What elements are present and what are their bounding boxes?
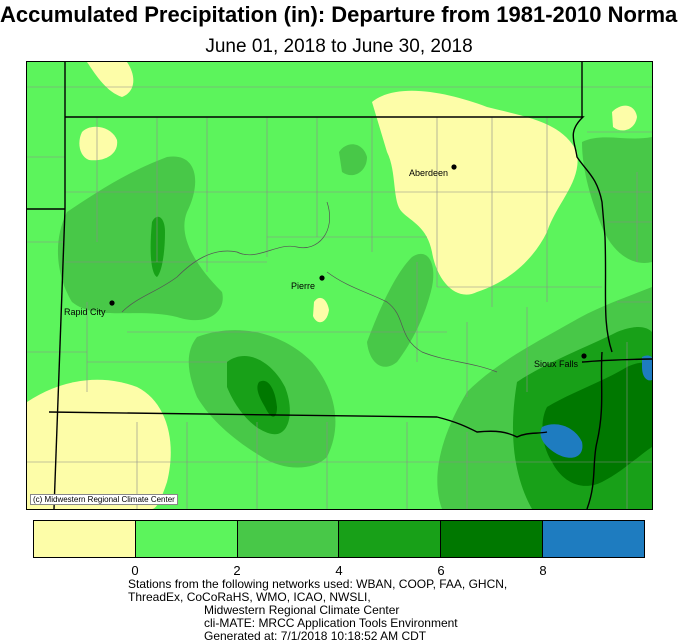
legend-tick-2: 4 <box>335 563 343 578</box>
aberdeen-label: Aberdeen <box>409 168 448 178</box>
aberdeen-marker <box>451 164 457 170</box>
zone-6-8-south-central <box>257 380 277 417</box>
map-canvas: Aberdeen Pierre Rapid City Sioux Falls <box>27 62 652 509</box>
footer-notes: Stations from the following networks use… <box>128 578 507 643</box>
missouri-river <box>121 201 498 373</box>
zone-below-normal-pierre <box>313 297 329 323</box>
zone-2-4-north-blob <box>339 144 367 176</box>
legend-swatch-5 <box>543 521 644 557</box>
zone-2-4-east <box>582 137 652 263</box>
zone-below-normal-northeast <box>372 90 578 295</box>
zone-below-normal-topright <box>612 105 637 131</box>
rapid-city-label: Rapid City <box>64 307 106 317</box>
legend-tick-0: 0 <box>131 563 139 578</box>
footer-line-1: Stations from the following networks use… <box>128 577 508 591</box>
zone-8plus-southeast <box>540 424 583 458</box>
zone-below-normal-southwest <box>27 379 171 509</box>
footer-line-3: Midwestern Regional Climate Center <box>204 603 400 617</box>
rapid-city-marker <box>109 300 115 306</box>
county-lines <box>27 86 652 509</box>
zone-2-4-west <box>57 156 223 321</box>
sioux-falls-label: Sioux Falls <box>534 359 579 369</box>
legend-tick-4: 8 <box>539 563 547 578</box>
precipitation-map: Aberdeen Pierre Rapid City Sioux Falls <box>26 61 653 510</box>
map-title: Accumulated Precipitation (in): Departur… <box>0 2 678 27</box>
map-subtitle: June 01, 2018 to June 30, 2018 <box>205 36 473 57</box>
copyright-label: (c) Midwestern Regional Climate Center <box>30 494 178 505</box>
footer-line-2: ThreadEx, CoCoRaHS, WMO, ICAO, NWSLI, <box>128 590 371 604</box>
pierre-label: Pierre <box>291 281 315 291</box>
pierre-marker <box>319 275 325 281</box>
footer-line-5: Generated at: 7/1/2018 10:18:52 AM CDT <box>204 629 427 643</box>
zone-8plus-east <box>642 355 652 381</box>
color-legend <box>33 520 645 558</box>
legend-swatch-0 <box>34 521 136 557</box>
zone-below-normal-topleft <box>87 62 134 97</box>
state-borders <box>27 62 652 509</box>
legend-tick-3: 6 <box>437 563 445 578</box>
legend-swatch-4 <box>441 521 544 557</box>
zone-below-normal-north <box>79 126 118 161</box>
sioux-falls-marker <box>581 353 587 359</box>
legend-swatch-3 <box>339 521 442 557</box>
legend-swatch-2 <box>237 521 340 557</box>
footer-line-4: cli-MATE: MRCC Application Tools Environ… <box>204 616 458 630</box>
legend-swatch-1 <box>135 521 238 557</box>
legend-tick-1: 2 <box>233 563 241 578</box>
